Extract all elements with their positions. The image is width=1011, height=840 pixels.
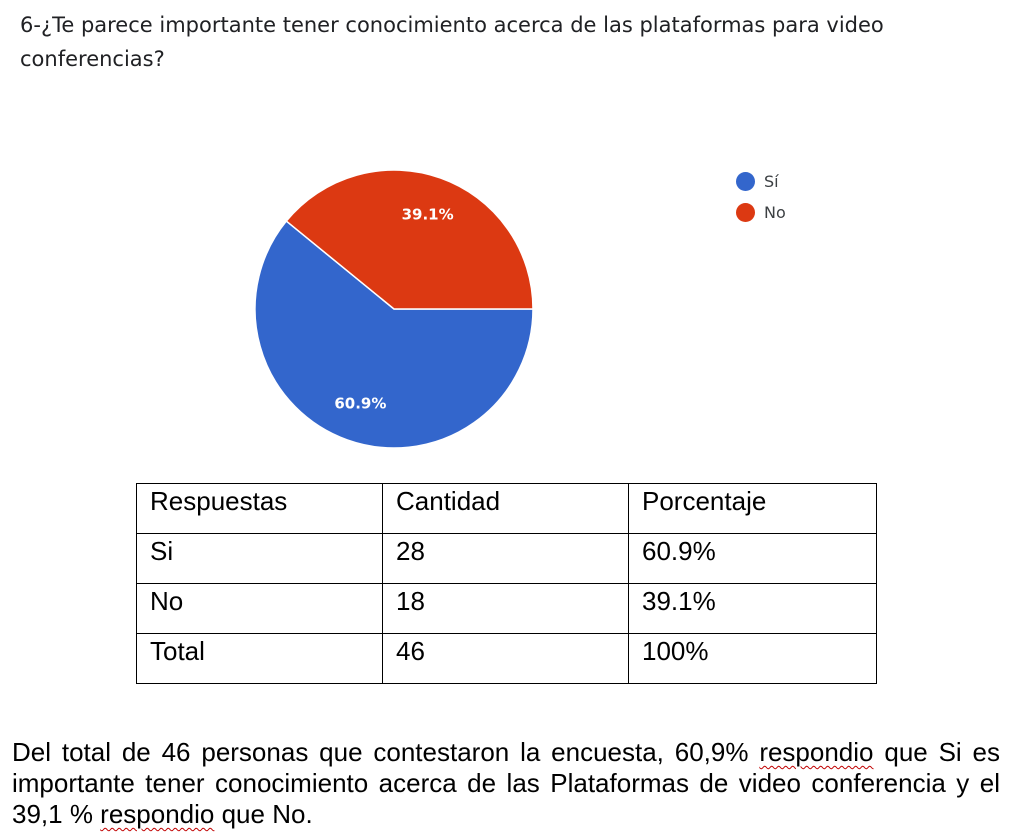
pie-chart: 60.9% 39.1% xyxy=(254,169,534,449)
table-cell: 18 xyxy=(382,583,629,634)
legend-swatch-si xyxy=(736,172,755,191)
table-cell: 100% xyxy=(628,633,877,684)
legend-item-si: Sí xyxy=(736,166,786,197)
table-row: No 18 39.1% xyxy=(136,583,877,634)
table-cell: 60.9% xyxy=(628,533,877,584)
pie-data-label-no: 39.1% xyxy=(402,206,454,224)
pie-slice-no xyxy=(285,169,534,310)
legend-label-no: No xyxy=(764,203,786,222)
table-cell: 39.1% xyxy=(628,583,877,634)
spellcheck-flagged-word: respondio xyxy=(759,737,874,767)
table-cell: 46 xyxy=(382,633,629,684)
legend-swatch-no xyxy=(736,203,755,222)
survey-question: 6-¿Te parece importante tener conocimien… xyxy=(20,13,884,71)
chart-legend: Sí No xyxy=(736,166,786,228)
header-cantidad: Cantidad xyxy=(382,483,629,534)
table-cell: Si xyxy=(136,533,383,584)
table-row: Si 28 60.9% xyxy=(136,533,877,584)
legend-label-si: Sí xyxy=(764,172,779,191)
table-cell: No xyxy=(136,583,383,634)
table-cell: 28 xyxy=(382,533,629,584)
header-porcentaje: Porcentaje xyxy=(628,483,877,534)
pie-labels: 60.9% 39.1% xyxy=(334,206,453,413)
summary-paragraph: Del total de 46 personas que contestaron… xyxy=(12,737,1000,830)
pie-slices xyxy=(254,169,534,449)
results-table: Respuestas Cantidad Porcentaje Si 28 60.… xyxy=(136,483,877,684)
spellcheck-flagged-word: respondio xyxy=(100,799,215,829)
summary-text: que Si es importante tener conocimiento … xyxy=(12,737,1000,829)
table-header-row: Respuestas Cantidad Porcentaje xyxy=(136,483,877,534)
table-cell: Total xyxy=(136,633,383,684)
summary-text: que No. xyxy=(214,799,313,829)
summary-text: Del total de 46 personas que contestaron… xyxy=(12,737,760,767)
pie-data-label-si: 60.9% xyxy=(334,394,386,412)
pie-slice-si xyxy=(254,220,534,449)
table-row-total: Total 46 100% xyxy=(136,633,877,684)
legend-item-no: No xyxy=(736,197,786,228)
header-respuestas: Respuestas xyxy=(136,483,383,534)
